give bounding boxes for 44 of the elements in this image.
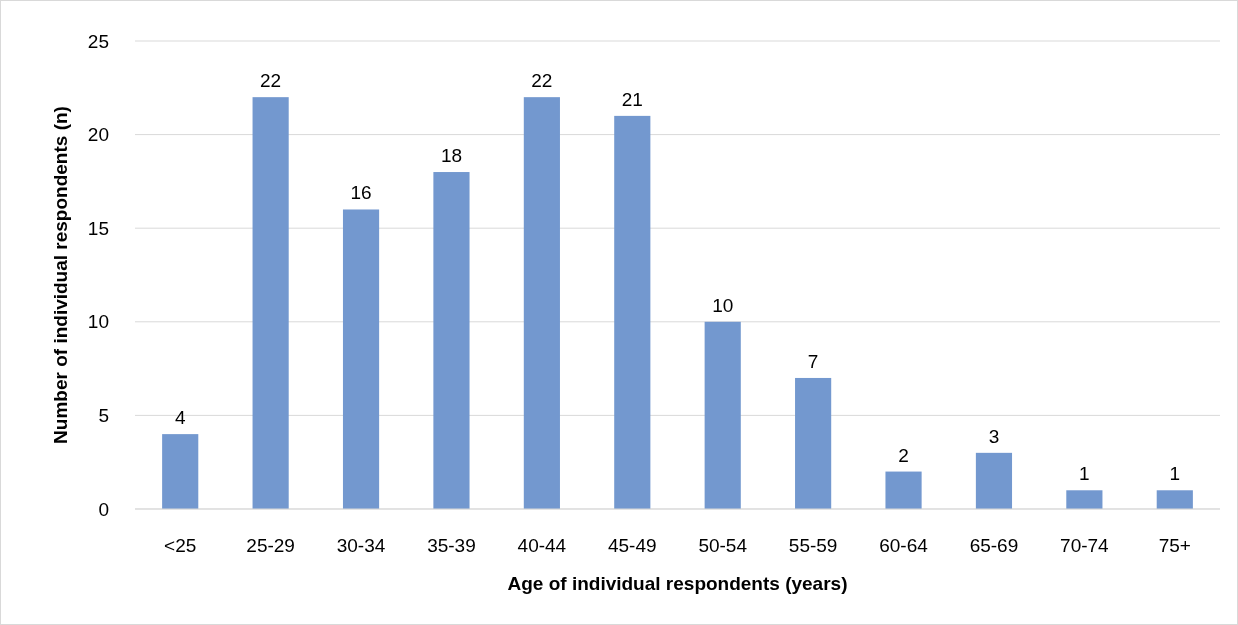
x-tick-label: 50-54: [698, 535, 748, 556]
x-tick-label: 55-59: [788, 535, 838, 556]
x-tick-label: 25-29: [246, 535, 295, 556]
bar: [975, 452, 1013, 509]
data-label: 2: [898, 444, 909, 466]
x-tick-label: <25: [164, 535, 197, 556]
bar: [342, 209, 380, 509]
data-label: 22: [531, 70, 553, 92]
bar: [614, 115, 651, 509]
bar: [795, 377, 832, 509]
data-label: 7: [807, 350, 819, 372]
data-label: 21: [621, 88, 643, 110]
x-tick-label: 40-44: [517, 535, 567, 556]
x-tick-label: 45-49: [607, 535, 657, 556]
data-label: 10: [712, 294, 734, 316]
x-tick-label: 60-64: [879, 535, 929, 556]
x-tick-label: 65-69: [969, 535, 1019, 556]
bar: [1156, 490, 1193, 509]
x-tick-label: 35-39: [427, 535, 476, 556]
bar: [885, 471, 922, 509]
bar: [252, 97, 289, 509]
data-label: 16: [350, 182, 372, 204]
y-tick-label: 10: [87, 311, 109, 333]
x-tick-label: 75+: [1158, 535, 1191, 556]
bar: [523, 97, 560, 509]
data-label: 1: [1079, 463, 1090, 485]
bar: [1066, 490, 1103, 509]
bar: [433, 172, 470, 509]
bar: [162, 434, 199, 509]
x-tick-label: 30-34: [336, 535, 386, 556]
y-axis-title: Number of individual respondents (n): [50, 106, 71, 444]
y-tick-label: 0: [98, 498, 109, 520]
y-tick-label: 15: [87, 217, 109, 239]
y-tick-label: 5: [98, 405, 109, 427]
data-label: 4: [174, 407, 186, 429]
y-tick-label: 20: [87, 124, 109, 146]
data-label: 3: [988, 425, 1000, 447]
bar: [704, 321, 741, 509]
x-axis-title: Age of individual respondents (years): [507, 573, 848, 594]
data-label: 22: [260, 70, 282, 92]
data-label: 18: [440, 145, 463, 167]
x-tick-label: 70-74: [1060, 535, 1110, 556]
data-label: 1: [1169, 463, 1181, 485]
y-tick-label: 25: [87, 30, 109, 52]
